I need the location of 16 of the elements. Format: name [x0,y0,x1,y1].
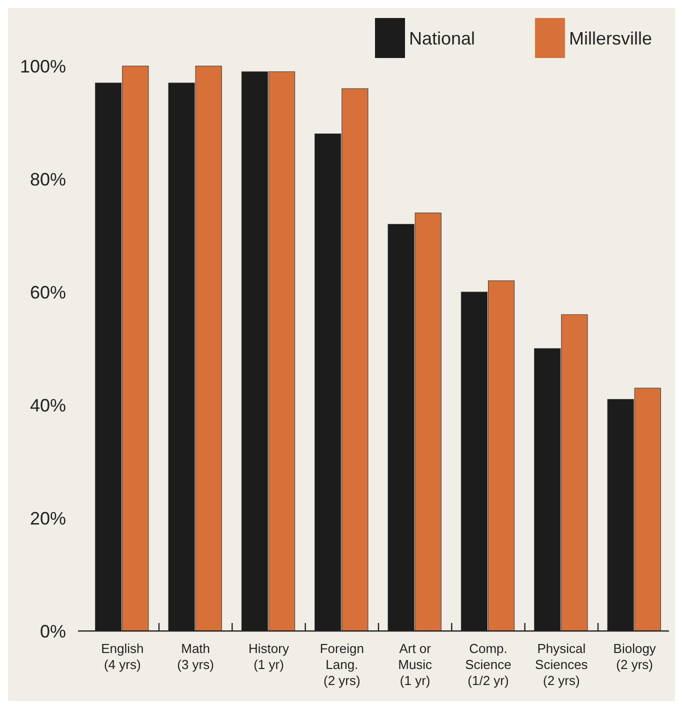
legend-label: Millersville [569,28,652,48]
x-tick-label: History (1 yr) [248,641,290,672]
x-tick-label: Math (3 yrs) [177,641,214,672]
x-tick-label: Physical Sciences (2 yrs) [535,641,588,688]
x-tick-label: Comp. Science (1/2 yr) [465,641,512,688]
y-tick-label: 40% [30,395,66,416]
y-tick-label: 60% [30,282,66,302]
x-tick-label: Biology (2 yrs) [613,641,656,672]
x-tick-label: Art or Music (1 yr) [398,641,433,688]
y-tick-label: 100% [20,56,66,76]
legend-label: National [409,28,476,48]
x-tick-label: English (4 yrs) [101,641,144,672]
y-tick-label: 20% [30,508,66,528]
x-tick-label: Foreign Lang. (2 yrs) [320,641,364,688]
y-tick-label: 80% [30,169,66,190]
y-tick-label: 0% [40,621,66,642]
